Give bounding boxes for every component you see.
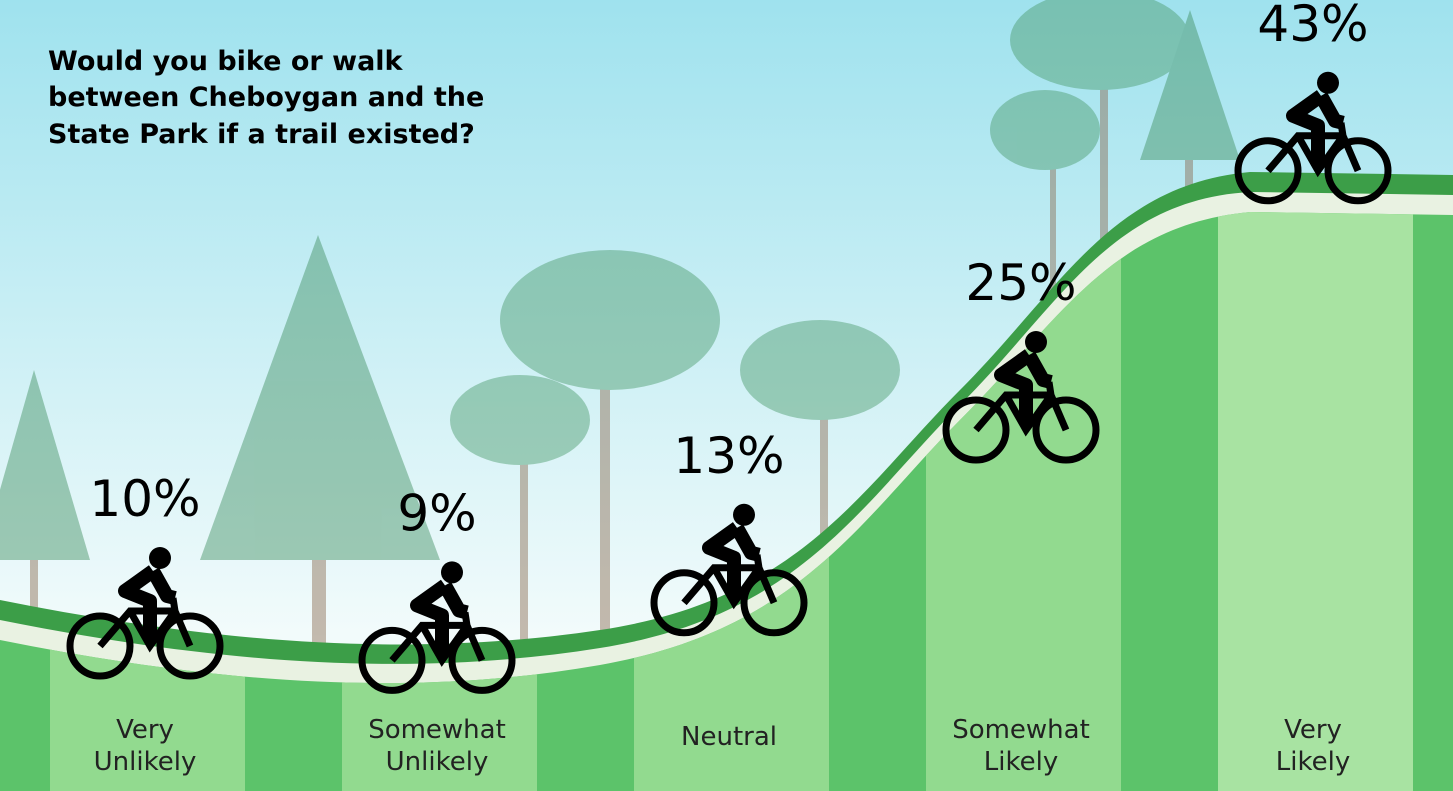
rider-head bbox=[1317, 72, 1339, 94]
chart-title: Would you bike or walk between Cheboygan… bbox=[48, 44, 538, 153]
category-label: Neutral bbox=[681, 722, 777, 752]
value-label: 13% bbox=[673, 427, 784, 485]
value-label: 25% bbox=[965, 254, 1076, 312]
infographic: 10%VeryUnlikely9%SomewhatUnlikely13%Neut… bbox=[0, 0, 1453, 791]
value-label: 9% bbox=[397, 484, 476, 542]
rider-head bbox=[441, 561, 463, 583]
value-label: 10% bbox=[89, 470, 200, 528]
value-label: 43% bbox=[1257, 0, 1368, 53]
rider-head bbox=[149, 547, 171, 569]
rider-head bbox=[1025, 331, 1047, 353]
rider-head bbox=[733, 504, 755, 526]
